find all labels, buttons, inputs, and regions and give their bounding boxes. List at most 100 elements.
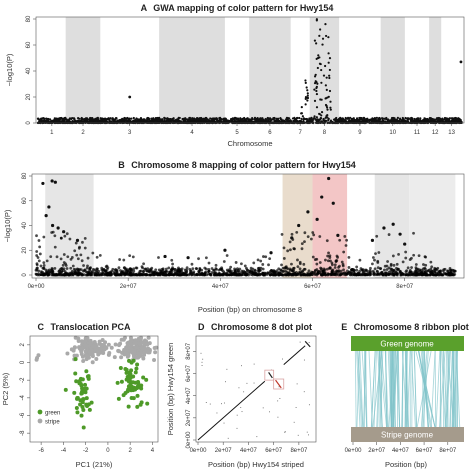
panel-b-point [190,262,194,266]
panel-b-point [55,273,59,277]
panel-b-point [422,263,425,266]
panel-b-y-tick-label: 80 [22,172,28,179]
panel-a-x-ticks: 1 2 3 4 5 6 7 8 9 10 11 12 13 [50,123,456,136]
panel-a-point [438,117,441,120]
ribbon-link [404,350,408,428]
chromosome-band-4 [159,17,225,123]
panel-a-point [432,121,435,124]
panel-b-point [427,268,431,272]
panel-b-point [319,266,322,270]
panel-a-point [240,120,243,123]
panel-b-high-point [56,226,60,230]
panel-b-point [225,273,229,277]
panel-a-point [59,120,62,123]
panel-a-x-tick-label: 12 [432,130,439,136]
panel-b-point [372,273,376,277]
panel-b-point [437,273,441,277]
pca-point-stripe [84,357,89,362]
panel-d-y-tick-label: 8e+07 [186,342,192,360]
panel-d-x-tick-label: 4e+07 [240,448,258,454]
panel-b-point [426,273,429,277]
panel-b-x-label: Position (bp) on chromosome 8 [198,305,302,314]
panel-b-point [326,254,330,258]
panel-b-point [101,268,105,272]
panel-b-point [410,266,413,269]
panel-b-point [105,273,109,277]
panel-b-point [59,236,63,240]
panel-b-point [350,267,354,271]
panel-b-point [180,267,184,271]
panel-e-x-tick-label: 4e+07 [392,448,410,454]
panel-a-point [178,116,181,120]
panel-b-point [181,273,185,276]
panel-b-point [440,272,443,276]
panel-a-point [251,116,254,120]
panel-a-point [302,118,305,121]
pca-point-green [84,402,89,407]
panel-c-frame [29,335,159,443]
panel-c-y-tick-label: -2 [20,377,26,383]
panel-a-point [293,117,296,120]
panel-a-point [416,120,419,123]
pca-point-green [80,404,85,409]
panel-a-point [170,120,173,123]
panel-d-x-label: Position (bp) Hwy154 striped [208,460,304,469]
panel-a-point [398,117,402,120]
panel-b-point [177,273,181,277]
pca-point-green [141,375,146,380]
panel-a-point [329,108,332,111]
pca-point-stripe [152,357,157,362]
panel-a-point [298,116,301,120]
panel-b-point [93,273,97,277]
panel-b-point [117,266,121,270]
panel-a-chrom-bands [65,17,442,123]
panel-b-x-tick-label: 4e+07 [212,284,230,290]
panel-a-point [310,117,313,120]
pca-point-stripe [128,335,133,340]
panel-a-point [128,120,131,123]
panel-b-point [129,270,132,274]
dot-plot-noise [284,431,286,433]
panel-b-point [431,273,435,277]
panel-b-point [60,267,64,270]
panel-a-point [77,119,80,122]
panel-a-point [304,103,307,106]
panel-a-point [313,117,316,120]
dot-plot-noise [293,421,295,423]
panel-a-point [99,117,102,120]
panel-b-point [37,239,41,242]
panel-a-point [407,117,411,120]
panel-b-point [302,262,306,266]
dot-plot-noise [236,427,238,429]
pca-point-green [144,377,149,382]
panel-a-point [133,119,137,122]
panel-b-high-point [382,226,386,230]
panel-a-point [246,117,249,120]
panel-a-point [88,118,91,121]
panel-a-point [355,117,359,120]
panel-b-point [363,273,367,276]
panel-a-point [306,118,309,121]
panel-a-point [273,119,276,122]
panel-a-point [215,118,218,121]
panel-b-high-point [163,254,167,259]
panel-b-point [149,273,153,277]
pca-point-green [81,408,86,413]
panel-b-point [35,250,39,253]
panel-b-point [332,273,336,277]
dot-plot-noise [240,407,242,409]
panel-a-point [446,119,449,122]
panel-b-point [207,269,211,273]
panel-b-high-point [403,242,407,246]
panel-b-point [311,255,315,259]
panel-c-y-ticks: -8-6-4-202 [20,343,30,436]
panel-b-point [209,273,213,277]
panel-a-point [329,106,332,109]
panel-a-point [324,103,328,107]
panel-a-point [442,118,445,121]
pca-point-stripe [128,339,133,344]
dot-plot-noise [278,386,280,388]
panel-a-point [84,119,87,123]
panel-a-point [248,118,251,121]
